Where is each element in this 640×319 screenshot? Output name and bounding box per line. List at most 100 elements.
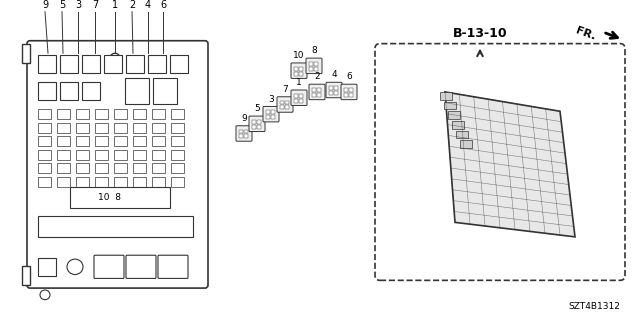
Bar [76, 109, 89, 119]
Bar [38, 123, 51, 132]
Bar [280, 106, 284, 109]
FancyBboxPatch shape [291, 63, 307, 78]
Bar [317, 88, 321, 92]
Bar [114, 150, 127, 160]
Bar [329, 91, 333, 95]
Text: 2: 2 [129, 0, 135, 10]
Text: 9: 9 [42, 0, 48, 10]
Bar [271, 115, 275, 119]
Bar [38, 137, 51, 146]
Text: 8: 8 [311, 46, 317, 55]
Bar [114, 177, 127, 187]
Bar [76, 163, 89, 173]
Bar [57, 177, 70, 187]
Bar [444, 101, 456, 109]
Circle shape [67, 259, 83, 275]
Bar [294, 72, 298, 76]
Bar [57, 163, 70, 173]
Bar [170, 55, 188, 73]
Bar [148, 55, 166, 73]
Bar [57, 123, 70, 132]
Text: SZT4B1312: SZT4B1312 [568, 302, 620, 311]
Bar [152, 109, 165, 119]
Bar [60, 82, 78, 100]
FancyBboxPatch shape [158, 255, 188, 278]
Bar [114, 123, 127, 132]
Bar [294, 99, 298, 103]
Bar [76, 123, 89, 132]
Bar [171, 109, 184, 119]
FancyBboxPatch shape [27, 41, 208, 288]
Bar [271, 110, 275, 114]
Bar [38, 177, 51, 187]
Bar [152, 163, 165, 173]
Bar [266, 115, 270, 119]
Bar [38, 82, 56, 100]
Bar [76, 177, 89, 187]
Text: 1: 1 [296, 78, 302, 87]
Text: 4: 4 [145, 0, 151, 10]
Bar [309, 62, 313, 66]
Bar [114, 163, 127, 173]
Text: 2: 2 [314, 72, 320, 81]
Text: 1: 1 [112, 0, 118, 10]
Text: 10  8: 10 8 [99, 193, 122, 202]
Bar [294, 67, 298, 71]
FancyBboxPatch shape [306, 58, 322, 74]
Bar [334, 91, 338, 95]
Bar [133, 150, 146, 160]
Text: 6: 6 [160, 0, 166, 10]
Bar [95, 177, 108, 187]
Bar [38, 55, 56, 73]
Bar [133, 137, 146, 146]
Bar [57, 109, 70, 119]
Bar [152, 150, 165, 160]
Bar [312, 88, 316, 92]
FancyBboxPatch shape [277, 97, 293, 112]
Bar [38, 216, 193, 237]
FancyBboxPatch shape [326, 82, 342, 98]
Bar [114, 137, 127, 146]
Bar [440, 92, 452, 100]
Bar [314, 62, 318, 66]
Bar [152, 137, 165, 146]
Bar [171, 123, 184, 132]
FancyBboxPatch shape [249, 116, 265, 131]
Bar [57, 137, 70, 146]
Text: 5: 5 [59, 0, 65, 10]
Bar [460, 140, 472, 148]
Bar [266, 110, 270, 114]
Bar [239, 134, 243, 138]
Bar [95, 163, 108, 173]
Text: 3: 3 [75, 0, 81, 10]
Bar [456, 130, 468, 138]
Bar [314, 67, 318, 71]
Bar [349, 93, 353, 97]
Bar [82, 82, 100, 100]
Bar [95, 137, 108, 146]
Bar [152, 177, 165, 187]
Bar [152, 123, 165, 132]
Bar [22, 266, 30, 285]
Bar [349, 88, 353, 92]
Bar [171, 150, 184, 160]
Bar [125, 78, 149, 104]
Text: 9: 9 [241, 114, 247, 123]
FancyBboxPatch shape [341, 84, 357, 100]
Text: 7: 7 [92, 0, 98, 10]
Circle shape [40, 290, 50, 300]
Bar [38, 109, 51, 119]
Bar [299, 94, 303, 98]
Bar [76, 137, 89, 146]
Bar [285, 106, 289, 109]
Bar [38, 150, 51, 160]
Bar [285, 100, 289, 105]
Bar [344, 93, 348, 97]
Bar [171, 177, 184, 187]
Bar [133, 177, 146, 187]
Text: FR.: FR. [574, 26, 597, 42]
Bar [252, 120, 256, 124]
Bar [448, 111, 460, 119]
Bar [171, 137, 184, 146]
Text: 5: 5 [254, 104, 260, 113]
